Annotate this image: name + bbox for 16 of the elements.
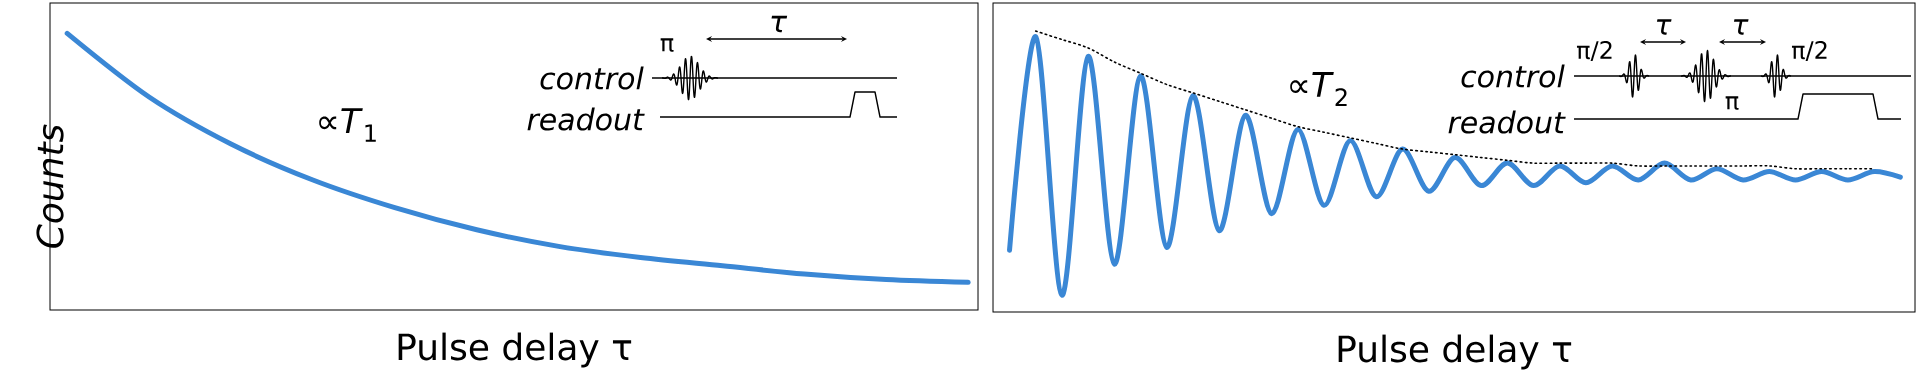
annotation: τ <box>1656 19 1672 35</box>
annotation: π <box>660 38 674 52</box>
annotation: control <box>540 66 644 90</box>
annotation: ∝T$_{2}$ <box>1290 72 1347 106</box>
annotation: readout <box>527 107 645 131</box>
x-axis-title: Pulse delay τ <box>1338 334 1572 370</box>
annotation: ∝T$_{1}$ <box>319 108 376 142</box>
text: τ <box>771 15 788 33</box>
annotation: readout <box>1448 110 1566 134</box>
y-axis-title: Counts <box>36 124 64 248</box>
x-axis-title: Pulse delay τ <box>398 332 632 368</box>
annotation: π/2 <box>1576 40 1612 62</box>
annotation: control <box>1461 64 1565 88</box>
annotation: π/2 <box>1791 40 1827 62</box>
annotation: τ <box>1733 19 1749 35</box>
annotation: π <box>1725 96 1739 110</box>
